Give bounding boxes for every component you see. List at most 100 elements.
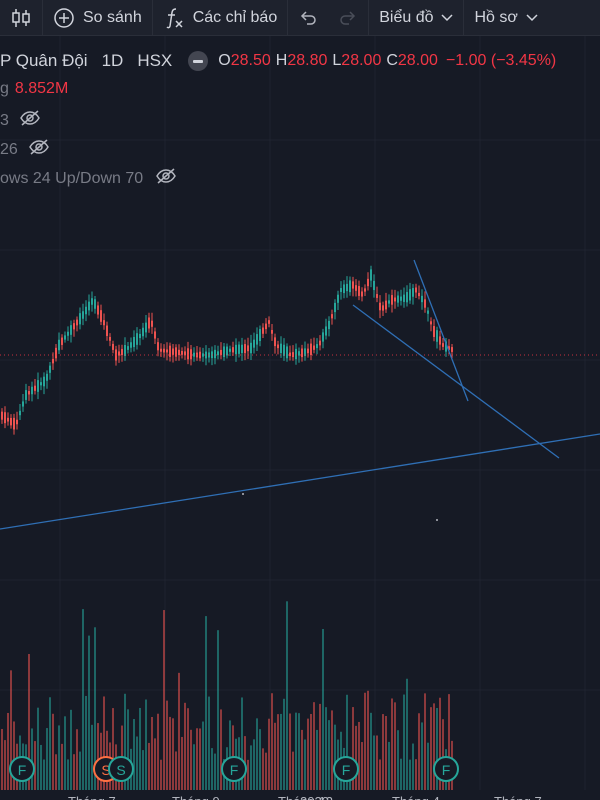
volume-bar (202, 721, 204, 790)
volume-bar (229, 720, 231, 790)
candle (313, 345, 315, 350)
candle (151, 320, 153, 327)
symbol-row: P Quân Đội 1D HSX O 28.50 H 28.80 L 28.00 C… (0, 51, 556, 71)
candle (376, 294, 378, 298)
undo-button[interactable] (288, 0, 328, 36)
volume-bar (436, 708, 438, 790)
wedge-upper-trendline (413, 259, 469, 402)
candle (214, 349, 216, 359)
candle (421, 295, 423, 303)
eye-hidden-icon[interactable] (19, 109, 41, 132)
time-axis-label: Tháng 7 (68, 794, 116, 800)
candle (31, 386, 33, 395)
undo-icon (298, 8, 318, 28)
candle (418, 292, 420, 297)
toolbar-divider (463, 0, 465, 36)
event-marker (9, 756, 35, 782)
candle (79, 313, 81, 325)
candle (301, 348, 303, 358)
candle (124, 345, 126, 356)
indicators-button[interactable]: Các chỉ báo (153, 0, 288, 36)
function-icon (163, 6, 185, 30)
candle (58, 339, 60, 351)
minus-icon (193, 59, 204, 63)
volume-bar (367, 690, 369, 790)
candle (286, 346, 288, 359)
candle (349, 280, 351, 293)
anchor-dot (242, 493, 244, 495)
volume-bar (409, 759, 411, 790)
volume-bar (358, 721, 360, 790)
compare-button[interactable]: So sánh (43, 0, 152, 36)
interval-label[interactable]: 1D (101, 51, 124, 70)
volume-bar (259, 729, 261, 790)
candle (70, 325, 72, 335)
time-axis-label: Tháng 4 (392, 794, 440, 800)
volume-bar (184, 702, 186, 790)
volume-bar (172, 718, 174, 790)
candle (394, 297, 396, 302)
redo-button[interactable] (328, 0, 368, 36)
wedge-lower-trendline (352, 304, 560, 459)
symbol-name[interactable]: P Quân Đội (0, 51, 88, 70)
candle (91, 298, 93, 305)
volume-bar (415, 759, 417, 790)
candle (442, 343, 444, 347)
candle (46, 373, 48, 381)
volume-bar (76, 729, 78, 790)
profile-menu-button[interactable]: Hồ sơ (464, 0, 547, 36)
volume-bar (97, 723, 99, 790)
candle (127, 346, 129, 350)
volume-bar (190, 729, 192, 790)
eye-hidden-icon[interactable] (28, 138, 50, 161)
candle (346, 283, 348, 292)
event-marker-label: S (101, 762, 110, 778)
candle (316, 344, 318, 349)
collapse-legend-button[interactable] (188, 51, 209, 71)
candle (331, 314, 333, 319)
anchor-dot (436, 519, 438, 521)
volume-bar (73, 754, 75, 790)
volume-bar (94, 627, 96, 790)
volume-bar (91, 724, 93, 790)
volume-bar (10, 670, 12, 790)
support-trendline (0, 433, 600, 530)
volume-bar (217, 630, 219, 790)
volume-bar (214, 753, 216, 790)
volume-bar (289, 713, 291, 790)
candle (229, 348, 231, 352)
chart-type-button[interactable] (0, 0, 42, 36)
candle (10, 417, 12, 426)
volume-bar (28, 654, 30, 790)
candle (265, 323, 267, 330)
volume-bar (313, 702, 315, 790)
candle (223, 346, 225, 358)
indicator-3-label: ows 24 Up/Down 70 (0, 169, 144, 187)
candlesticks (1, 265, 453, 435)
candle (271, 330, 273, 334)
chevron-down-icon (441, 13, 454, 22)
candle (385, 300, 387, 310)
candle (67, 331, 69, 336)
candle (37, 380, 39, 392)
candle (43, 376, 45, 387)
volume-bar (421, 722, 423, 790)
candle (334, 302, 336, 313)
volume-bar (64, 716, 66, 790)
time-axis-label: Tháng 12 (278, 794, 333, 800)
volume-bar (67, 759, 69, 790)
candle (145, 322, 147, 333)
candle (298, 351, 300, 356)
volume-bar (325, 707, 327, 790)
candle (295, 348, 297, 360)
candle (4, 412, 6, 424)
volume-bar (208, 696, 210, 790)
chart-menu-button[interactable]: Biểu đồ (369, 0, 463, 36)
candle (430, 321, 432, 325)
volume-bar (274, 722, 276, 790)
volume-bar (175, 751, 177, 790)
eye-hidden-icon[interactable] (155, 167, 177, 190)
event-marker-label: F (342, 762, 351, 778)
volume-bar (271, 693, 273, 790)
